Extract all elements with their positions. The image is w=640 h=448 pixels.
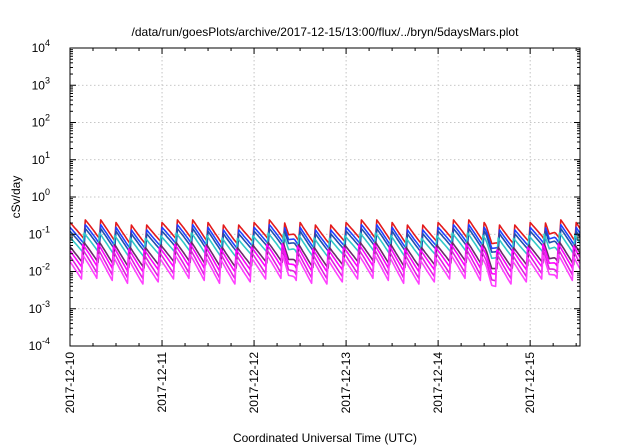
x-tick-label: 2017-12-15 (523, 352, 537, 414)
series-line-4 (69, 232, 581, 260)
y-tick-label: 10-1 (29, 224, 50, 241)
x-tick-label: 2017-12-11 (155, 352, 169, 413)
x-axis-label: Coordinated Universal Time (UTC) (233, 431, 417, 445)
series-line-3 (69, 227, 581, 254)
y-tick-label: 100 (32, 187, 50, 204)
series-line-7 (69, 248, 581, 282)
series-line-6 (69, 243, 581, 275)
y-tick-exponent: -1 (42, 224, 50, 234)
y-axis-label: cSv/day (9, 176, 23, 219)
y-tick-exponent: -3 (42, 299, 50, 309)
x-tick-label: 2017-12-12 (247, 352, 261, 414)
y-tick-exponent: -4 (42, 336, 50, 346)
y-tick-exponent: -2 (42, 262, 50, 272)
y-tick-label: 104 (32, 38, 50, 55)
x-tick-label: 2017-12-14 (431, 352, 445, 414)
chart-title: /data/run/goesPlots/archive/2017-12-15/1… (132, 25, 520, 39)
y-tick-label: 101 (32, 150, 50, 167)
x-tick-label: 2017-12-10 (63, 352, 77, 414)
y-tick-exponent: 1 (45, 150, 50, 160)
grid (70, 48, 580, 346)
series-line-1 (69, 219, 581, 245)
y-tick-label: 103 (32, 75, 50, 92)
y-tick-exponent: 0 (45, 187, 50, 197)
series-line-2 (69, 223, 581, 250)
series-line-5 (69, 241, 581, 270)
y-tick-exponent: 3 (45, 75, 50, 85)
y-tick-label: 102 (32, 113, 50, 130)
x-tick-label: 2017-12-13 (339, 352, 353, 414)
y-tick-label: 10-4 (29, 336, 50, 353)
y-tick-exponent: 2 (45, 113, 50, 123)
x-axis: 2017-12-10 2017-12-11 2017-12-12 2017-12-13… (63, 48, 577, 414)
y-tick-label: 10-3 (29, 299, 50, 316)
y-tick-label: 10-2 (29, 262, 50, 279)
y-tick-exponent: 4 (45, 38, 50, 48)
series-line-8 (69, 253, 581, 288)
series-group (69, 219, 581, 288)
